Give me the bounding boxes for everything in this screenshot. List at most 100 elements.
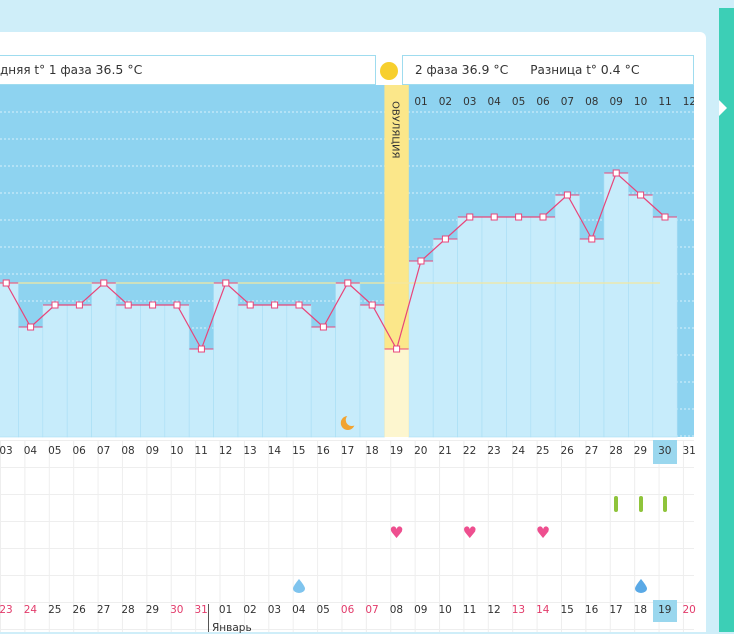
cycle-date-24[interactable]: 24 [511, 445, 526, 457]
temp-point-07 [100, 279, 108, 287]
test-mark-icon [638, 496, 643, 512]
temp-bar-09 [140, 304, 166, 438]
calendar-date-23[interactable]: 23 [0, 604, 13, 616]
calendar-date-09[interactable]: 09 [414, 604, 428, 616]
cycle-date-03[interactable]: 03 [0, 445, 13, 457]
difference-value: 0.4 °C [600, 62, 640, 77]
calendar-date-06[interactable]: 06 [340, 604, 355, 616]
temp-point-05 [51, 301, 59, 309]
cycle-date-18[interactable]: 18 [365, 445, 379, 457]
difference-label: Разница t° [530, 63, 597, 77]
temp-bar-17 [335, 282, 361, 438]
calendar-date-28[interactable]: 28 [121, 604, 135, 616]
cycle-date-19[interactable]: 19 [389, 445, 404, 457]
calendar-date-03[interactable]: 03 [267, 604, 282, 616]
calendar-today-highlight [652, 600, 678, 622]
temp-point-04 [27, 323, 35, 331]
cycle-date-17[interactable]: 17 [340, 445, 355, 457]
ovulation-label: ОВУЛЯЦИЯ [389, 101, 400, 159]
drop-icon [293, 578, 305, 593]
side-panel-rail[interactable] [719, 8, 734, 632]
cycle-date-22[interactable]: 22 [462, 445, 477, 457]
month-separator [208, 604, 209, 632]
cycle-day-04: 04 [488, 96, 502, 108]
calendar-date-24[interactable]: 24 [23, 604, 38, 616]
cycle-date-10[interactable]: 10 [170, 445, 184, 457]
cycle-date-20[interactable]: 20 [414, 445, 428, 457]
temp-point-25 [539, 213, 547, 221]
cycle-date-05[interactable]: 05 [48, 445, 62, 457]
cycle-date-31[interactable]: 31 [682, 445, 696, 457]
calendar-date-04[interactable]: 04 [292, 604, 306, 616]
cycle-date-06[interactable]: 06 [72, 445, 86, 457]
calendar-date-15[interactable]: 15 [560, 604, 574, 616]
test-mark-icon [663, 496, 667, 512]
month-label: Январь [212, 622, 252, 634]
cycle-date-13[interactable]: 13 [243, 445, 257, 457]
temp-bar-21 [432, 238, 458, 438]
cycle-date-12[interactable]: 12 [218, 445, 233, 457]
temp-point-15 [295, 301, 303, 309]
calendar-date-31[interactable]: 31 [194, 604, 208, 616]
temperature-chart: ОВУЛЯЦИЯ 01 02 03 04 05 06 07 08 09 10 11 12 [0, 85, 694, 438]
calendar-date-25[interactable]: 25 [48, 604, 62, 616]
cycle-date-25[interactable]: 25 [536, 445, 550, 457]
calendar-date-29[interactable]: 29 [145, 604, 160, 616]
temp-point-18 [368, 301, 376, 309]
calendar-date-08[interactable]: 08 [389, 604, 404, 616]
cycle-date-23[interactable]: 23 [487, 445, 501, 457]
temp-point-09 [149, 301, 157, 309]
cycle-date-14[interactable]: 14 [267, 445, 282, 457]
calendar-date-27[interactable]: 27 [96, 604, 111, 616]
cycle-date-28[interactable]: 28 [609, 445, 623, 457]
phase2-label: 2 фаза [415, 63, 458, 77]
temp-bar-25 [530, 216, 556, 438]
temp-point-26 [563, 191, 571, 199]
cycle-date-30[interactable]: 30 [658, 445, 672, 457]
calendar-date-19[interactable]: 19 [658, 604, 672, 616]
cycle-day-06: 06 [536, 96, 550, 108]
temp-bar-06 [66, 304, 92, 438]
cycle-date-16[interactable]: 16 [316, 445, 330, 457]
calendar-date-05[interactable]: 05 [316, 604, 330, 616]
cycle-day-05: 05 [512, 96, 525, 108]
cycle-date-29[interactable]: 29 [633, 445, 648, 457]
calendar-date-18[interactable]: 18 [633, 604, 648, 616]
calendar-date-30[interactable]: 30 [170, 604, 184, 616]
temp-bar-27 [579, 238, 605, 438]
calendar-date-11[interactable]: 11 [462, 604, 477, 616]
calendar-date-01[interactable]: 01 [218, 604, 233, 616]
temp-point-22 [466, 213, 474, 221]
cycle-date-27[interactable]: 27 [584, 445, 599, 457]
heart-icon: ♥ [462, 523, 477, 542]
cycle-date-26[interactable]: 26 [560, 445, 574, 457]
calendar-date-16[interactable]: 16 [584, 604, 599, 616]
cycle-date-04[interactable]: 04 [23, 445, 38, 457]
calendar-date-17[interactable]: 17 [609, 604, 623, 616]
calendar-date-20[interactable]: 20 [682, 604, 696, 616]
cycle-date-11[interactable]: 11 [194, 445, 208, 457]
calendar-date-26[interactable]: 26 [72, 604, 86, 616]
heart-icon: ♥ [389, 523, 404, 542]
calendar-date-10[interactable]: 10 [438, 604, 452, 616]
calendar-date-13[interactable]: 13 [511, 604, 526, 616]
temp-point-10 [173, 301, 181, 309]
cycle-date-21[interactable]: 21 [438, 445, 452, 457]
test-mark-icon [614, 496, 619, 512]
cycle-date-07[interactable]: 07 [96, 445, 111, 457]
cycle-date-09[interactable]: 09 [145, 445, 160, 457]
calendar-date-12[interactable]: 12 [487, 604, 501, 616]
cycle-date-15[interactable]: 15 [292, 445, 306, 457]
panel-expand-arrow-icon[interactable] [719, 100, 727, 116]
calendar-date-07[interactable]: 07 [365, 604, 379, 616]
cycle-date-08[interactable]: 08 [121, 445, 135, 457]
temp-point-13 [246, 301, 254, 309]
cycle-day-07: 07 [561, 96, 574, 108]
cycle-day-02: 02 [439, 96, 452, 108]
drop-icon [634, 578, 647, 593]
calendar-date-02[interactable]: 02 [243, 604, 257, 616]
calendar-date-14[interactable]: 14 [536, 604, 550, 616]
temp-bar-05 [42, 304, 68, 438]
temp-point-20 [417, 257, 425, 265]
cycle-day-12: 12 [683, 96, 694, 108]
